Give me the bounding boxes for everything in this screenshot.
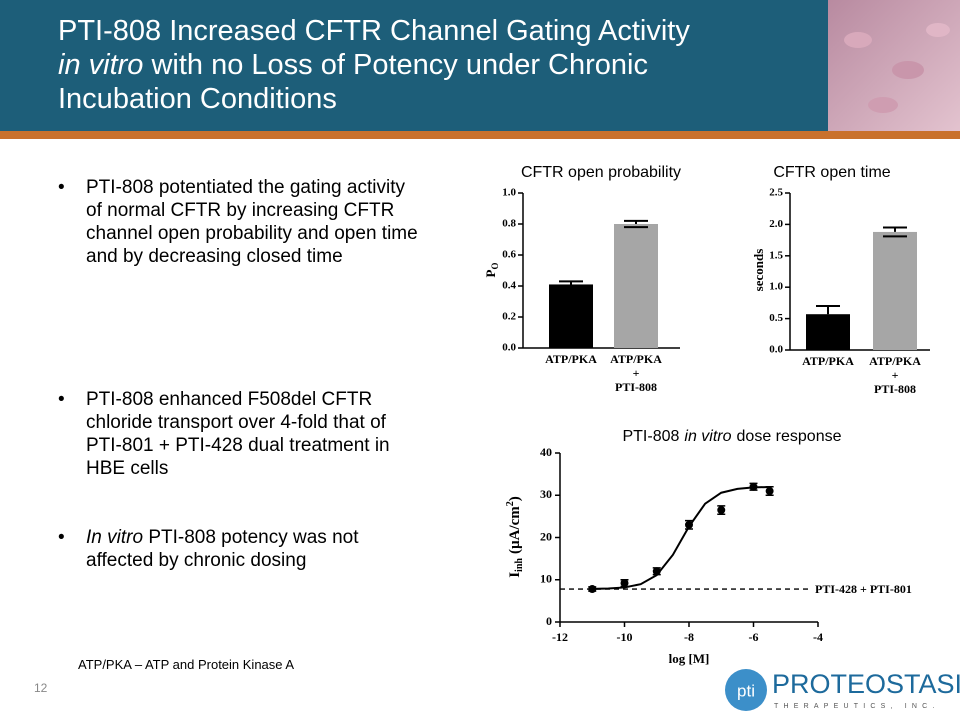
data-point xyxy=(765,487,774,496)
page-number: 12 xyxy=(34,681,48,695)
slide-title: PTI-808 Increased CFTR Channel Gating Ac… xyxy=(58,14,818,116)
y-tick-label: 0 xyxy=(546,614,552,628)
chart-title: PTI-808 in vitro dose response xyxy=(622,428,841,445)
y-label-main: I xyxy=(507,572,523,578)
title-text: dose response xyxy=(737,428,842,445)
data-point xyxy=(749,482,758,491)
x-tick-label: ATP/PKA + PTI-808 xyxy=(869,354,921,396)
y-axis-label: PO xyxy=(483,263,500,278)
header-image xyxy=(828,0,960,131)
chart-title: CFTR open time xyxy=(773,164,890,181)
y-axis-label-text: seconds xyxy=(751,249,766,292)
data-point xyxy=(652,567,661,576)
x-tick-label: ATP/PKA xyxy=(802,354,854,368)
y-tick-label: 0.5 xyxy=(769,312,783,324)
error-bar xyxy=(559,280,583,289)
x-axis-label: log [M] xyxy=(669,651,710,666)
bullet-text: PTI-808 enhanced F508del CFTR chloride t… xyxy=(86,389,390,479)
y-tick-label: 40 xyxy=(540,445,552,459)
bar xyxy=(549,284,593,348)
y-label-rest: (µA/cm xyxy=(507,506,523,554)
bullet-italic: In vitro xyxy=(86,527,144,548)
bar xyxy=(614,224,658,348)
y-tick-label: 0.4 xyxy=(502,280,516,292)
x-tick-label: ATP/PKA + PTI-808 xyxy=(610,352,662,394)
y-tick-label: 1.0 xyxy=(769,281,783,293)
y-label-end: ) xyxy=(507,496,523,501)
reference-label: PTI-428 + PTI-801 xyxy=(815,582,912,596)
bullet: PTI-808 enhanced F508del CFTR chloride t… xyxy=(58,388,418,480)
y-tick-label: 20 xyxy=(540,529,552,543)
title-text: with no Loss of Potency under Chronic xyxy=(151,49,648,81)
title-text: PTI-808 Increased CFTR Channel Gating Ac… xyxy=(58,15,690,47)
logo-tagline: THERAPEUTICS, INC. xyxy=(774,703,940,710)
title-text: PTI-808 xyxy=(622,428,679,445)
y-tick-label: 2.5 xyxy=(769,187,783,199)
x-tick-label: -10 xyxy=(617,630,633,644)
y-tick-label: 0.2 xyxy=(502,311,516,323)
x-tick-label: -8 xyxy=(684,630,694,644)
bullet: In vitro PTI-808 potency was not affecte… xyxy=(58,526,418,572)
y-tick-label: 2.0 xyxy=(769,218,783,230)
error-bar xyxy=(883,226,907,238)
title-italic: in vitro xyxy=(684,428,731,445)
x-tick-label: -6 xyxy=(749,630,759,644)
data-point xyxy=(620,579,629,588)
header-band xyxy=(0,0,960,131)
y-tick-label: 30 xyxy=(540,487,552,501)
data-point xyxy=(588,585,597,594)
bar xyxy=(806,314,850,350)
y-tick-label: 1.5 xyxy=(769,249,783,261)
title-italic: in vitro xyxy=(58,49,144,81)
y-tick-label: 0.6 xyxy=(502,249,516,261)
fit-curve xyxy=(592,486,770,590)
bullet-text: PTI-808 potentiated the gating activity … xyxy=(86,177,418,267)
logo-circle xyxy=(725,669,767,711)
y-label-sub: inh xyxy=(514,558,525,572)
y-label-sup: 2 xyxy=(505,501,516,506)
header-stripe xyxy=(0,131,960,139)
error-bar xyxy=(816,305,840,324)
bullet: PTI-808 potentiated the gating activity … xyxy=(58,176,418,268)
bar xyxy=(873,231,917,350)
y-axis-label: seconds xyxy=(751,249,766,292)
x-tick-label: -4 xyxy=(813,630,823,644)
x-tick-label: ATP/PKA xyxy=(545,352,597,366)
chart-title: CFTR open probability xyxy=(521,164,681,181)
logo-name: PROTEOSTASIS xyxy=(772,669,960,699)
y-axis-label-text: P xyxy=(483,269,498,277)
bullet-list: PTI-808 potentiated the gating activity … xyxy=(58,176,418,572)
title-text: Incubation Conditions xyxy=(58,83,337,115)
y-tick-label: 0.0 xyxy=(769,344,783,356)
data-point xyxy=(717,506,726,515)
y-axis-label: Iinh (µA/cm2) xyxy=(505,496,525,578)
y-axis-label-sub: O xyxy=(490,263,500,270)
y-tick-label: 10 xyxy=(540,572,552,586)
data-point xyxy=(685,520,693,529)
error-bar xyxy=(624,219,648,229)
footnote: ATP/PKA – ATP and Protein Kinase A xyxy=(78,657,295,672)
y-tick-label: 0.8 xyxy=(502,218,516,230)
x-tick-label: -12 xyxy=(552,630,568,644)
bullet-text: PTI-808 potency was not affected by chro… xyxy=(86,527,359,571)
logo-mark: pti xyxy=(737,681,755,700)
y-tick-label: 1.0 xyxy=(502,187,516,199)
y-tick-label: 0.0 xyxy=(502,342,516,354)
